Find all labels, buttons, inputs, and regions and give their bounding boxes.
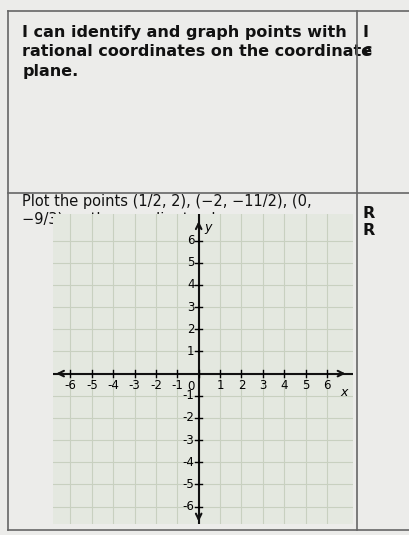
Text: 0: 0 bbox=[187, 380, 194, 393]
Text: 1: 1 bbox=[216, 379, 223, 392]
Text: -5: -5 bbox=[182, 478, 194, 491]
Text: 5: 5 bbox=[187, 256, 194, 269]
Text: 2: 2 bbox=[237, 379, 245, 392]
Text: I can identify and graph points with
rational coordinates on the coordinate
plan: I can identify and graph points with rat… bbox=[22, 25, 371, 79]
Text: Plot the points (1/2, 2), (−2, −11/2), (0,
−9/3) on the coordinate plane.: Plot the points (1/2, 2), (−2, −11/2), (… bbox=[22, 194, 311, 227]
Text: -2: -2 bbox=[150, 379, 162, 392]
Text: -4: -4 bbox=[182, 456, 194, 469]
Text: 3: 3 bbox=[258, 379, 266, 392]
Text: 1: 1 bbox=[187, 345, 194, 358]
Text: 4: 4 bbox=[280, 379, 287, 392]
Text: 3: 3 bbox=[187, 301, 194, 314]
Text: 4: 4 bbox=[187, 278, 194, 292]
Text: R
R: R R bbox=[361, 206, 373, 239]
Text: -4: -4 bbox=[107, 379, 119, 392]
Text: x: x bbox=[339, 386, 347, 399]
Text: -1: -1 bbox=[182, 389, 194, 402]
Text: -6: -6 bbox=[182, 500, 194, 513]
Text: -3: -3 bbox=[128, 379, 140, 392]
Text: I
c: I c bbox=[361, 25, 371, 58]
Text: y: y bbox=[204, 220, 211, 234]
Text: -1: -1 bbox=[171, 379, 183, 392]
Text: -2: -2 bbox=[182, 411, 194, 424]
Text: -3: -3 bbox=[182, 433, 194, 447]
Text: 5: 5 bbox=[301, 379, 308, 392]
Text: 6: 6 bbox=[187, 234, 194, 247]
Text: -5: -5 bbox=[86, 379, 97, 392]
Text: 6: 6 bbox=[322, 379, 330, 392]
Text: 2: 2 bbox=[187, 323, 194, 336]
Text: -6: -6 bbox=[64, 379, 76, 392]
